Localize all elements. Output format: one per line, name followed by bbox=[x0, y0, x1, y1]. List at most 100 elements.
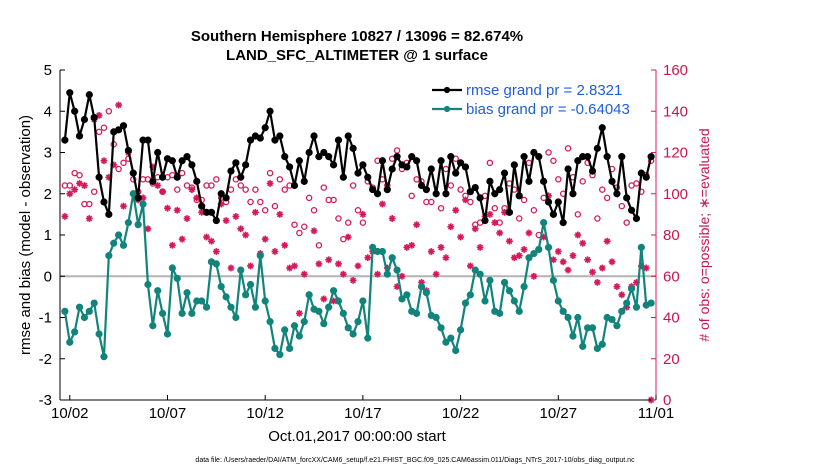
rmse-point bbox=[232, 159, 240, 167]
obs-evaluated-marker bbox=[300, 270, 308, 278]
obs-evaluated-marker bbox=[408, 241, 416, 249]
rmse-point bbox=[80, 115, 89, 124]
obs-evaluated-marker bbox=[120, 202, 127, 210]
obs-evaluated-marker bbox=[173, 206, 181, 214]
bias-point bbox=[158, 309, 167, 317]
bias-point bbox=[202, 303, 211, 311]
bias-point bbox=[359, 297, 367, 305]
bias-point bbox=[608, 315, 616, 324]
bias-point bbox=[505, 287, 514, 295]
bias-point bbox=[564, 313, 572, 322]
obs-evaluated-marker bbox=[247, 262, 254, 270]
obs-evaluated-marker bbox=[291, 262, 298, 270]
obs-possible-marker bbox=[486, 159, 494, 167]
rmse-point bbox=[496, 186, 504, 194]
rmse-point bbox=[623, 194, 631, 202]
y2-tick-label: 160 bbox=[663, 62, 688, 79]
bias-point bbox=[139, 200, 147, 208]
rmse-point bbox=[325, 153, 333, 161]
obs-possible-marker bbox=[208, 182, 215, 189]
rmse-point bbox=[154, 148, 162, 157]
rmse-point bbox=[61, 136, 69, 144]
rmse-point bbox=[559, 219, 567, 227]
obs-evaluated-marker bbox=[486, 210, 494, 218]
obs-evaluated-marker bbox=[344, 233, 352, 241]
obs-evaluated-marker bbox=[559, 258, 567, 266]
rmse-point bbox=[149, 177, 157, 185]
obs-evaluated-marker bbox=[61, 213, 69, 220]
obs-possible-marker bbox=[579, 178, 586, 185]
obs-evaluated-marker bbox=[115, 101, 123, 109]
bias-point bbox=[554, 297, 562, 305]
bias-point bbox=[212, 260, 220, 268]
obs-possible-marker bbox=[105, 108, 113, 115]
bias-point bbox=[520, 282, 528, 291]
bias-point bbox=[422, 289, 430, 297]
rmse-point bbox=[618, 153, 626, 161]
bias-point bbox=[637, 243, 645, 251]
bias-point bbox=[115, 231, 123, 239]
rmse-point bbox=[603, 153, 611, 161]
rmse-point bbox=[193, 177, 201, 185]
obs-possible-marker bbox=[515, 215, 523, 222]
bias-point bbox=[178, 309, 186, 317]
rmse-point bbox=[349, 144, 357, 152]
data-file-footnote: data file: /Users/raeder/DAI/ATM_forcXX/… bbox=[195, 457, 635, 464]
rmse-point bbox=[90, 113, 98, 122]
obs-evaluated-marker bbox=[447, 223, 455, 231]
y-tick-label: 3 bbox=[44, 145, 52, 162]
obs-evaluated-marker bbox=[530, 272, 538, 280]
y2-tick-label: 120 bbox=[663, 145, 688, 162]
rmse-point bbox=[632, 214, 641, 223]
obs-evaluated-marker bbox=[139, 194, 147, 202]
axes-group: -3 -2 -1 0 1 2 3 4 5 0 20 40 60 80 100 120 140 160 10/02 10… bbox=[39, 62, 688, 422]
y-tick-label: -1 bbox=[39, 310, 52, 327]
obs-possible-marker bbox=[550, 157, 557, 164]
obs-evaluated-marker bbox=[374, 270, 381, 278]
rmse-point bbox=[158, 173, 167, 181]
bias-point bbox=[95, 330, 103, 338]
obs-evaluated-marker bbox=[584, 256, 592, 264]
x-tick-label: 10/02 bbox=[51, 405, 89, 422]
rmse-point bbox=[613, 190, 621, 198]
rmse-point bbox=[383, 186, 391, 194]
rmse-point bbox=[85, 91, 93, 99]
obs-evaluated-marker bbox=[457, 233, 464, 241]
bias-point bbox=[413, 309, 421, 317]
rmse-point bbox=[417, 181, 426, 190]
bias-point bbox=[525, 254, 533, 262]
bias-point bbox=[75, 303, 84, 311]
obs-possible-marker bbox=[76, 171, 83, 179]
rmse-point bbox=[369, 186, 377, 194]
legend-label-1: bias grand pr = -0.64043 bbox=[466, 101, 630, 118]
obs-possible-marker bbox=[276, 176, 284, 183]
legend: rmse grand pr = 2.8321 bias grand pr = -0… bbox=[432, 82, 630, 118]
rmse-point bbox=[388, 165, 396, 173]
obs-evaluated-marker bbox=[85, 215, 93, 222]
rmse-point bbox=[481, 216, 489, 225]
bias-point bbox=[339, 309, 347, 317]
rmse-point bbox=[491, 190, 499, 198]
rmse-point bbox=[71, 107, 79, 115]
rmse-point bbox=[75, 132, 84, 140]
bias-point bbox=[110, 239, 118, 247]
rmse-point bbox=[574, 157, 582, 165]
obs-possible-marker bbox=[520, 196, 528, 204]
rmse-point bbox=[569, 190, 577, 198]
bias-point bbox=[251, 303, 260, 311]
rmse-point bbox=[364, 173, 372, 181]
rmse-point bbox=[637, 169, 645, 177]
rmse-point bbox=[535, 153, 543, 161]
obs-evaluated-marker bbox=[100, 157, 108, 165]
rmse-point bbox=[520, 153, 528, 161]
obs-evaluated-marker bbox=[252, 208, 259, 216]
legend-label-0: rmse grand pr = 2.8321 bbox=[466, 82, 622, 99]
rmse-point bbox=[413, 157, 421, 165]
bias-point bbox=[452, 346, 460, 355]
obs-possible-marker bbox=[281, 186, 288, 193]
obs-possible-marker bbox=[305, 194, 313, 202]
obs-evaluated-marker bbox=[359, 210, 367, 218]
bias-point bbox=[71, 328, 79, 336]
obs-possible-marker bbox=[491, 204, 499, 212]
rmse-point bbox=[598, 124, 606, 132]
